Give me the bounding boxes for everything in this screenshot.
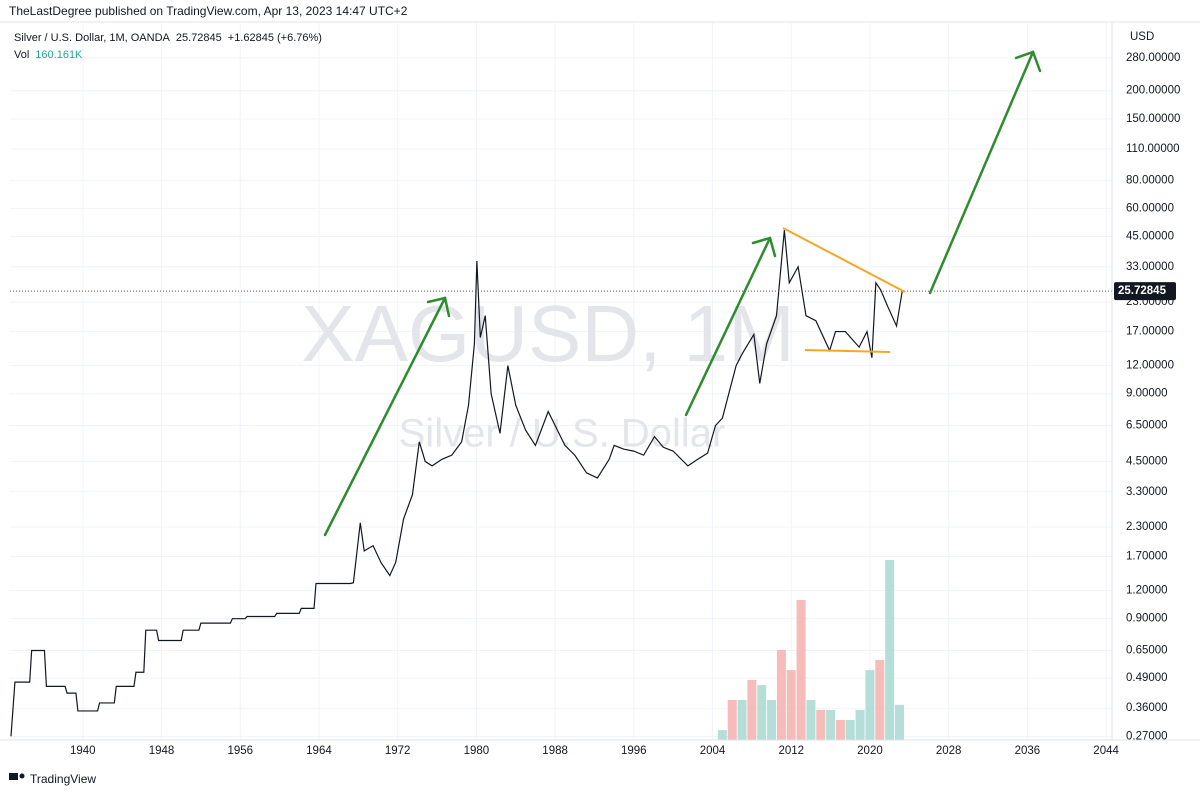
y-tick-label: 0.90000 [1126,613,1168,625]
volume-bar [894,704,904,740]
y-tick-label: 0.49000 [1126,672,1168,684]
y-tick-label: 110.00000 [1126,143,1180,155]
x-tick-label: 2012 [778,745,804,757]
arrow-head [426,296,451,318]
footer: TradingView [9,772,96,786]
legend-volume: Vol 160.161K [14,49,83,61]
x-tick-label: 2044 [1093,745,1119,757]
y-tick-label: 0.65000 [1126,645,1168,657]
x-tick-label: 1972 [385,745,411,757]
y-tick-label: 60.00000 [1126,202,1174,214]
volume-bar [865,670,875,740]
volume-bar [747,680,757,740]
volume-bar [757,685,767,740]
last-price-label: 25.72845 [1118,285,1167,297]
x-tick-label: 1956 [227,745,253,757]
x-tick-label: 2028 [936,745,962,757]
volume-bar [767,700,777,740]
axes: 280.00000 200.00000 150.00000 110.00000 80.0… [70,52,1180,757]
volume-bar [806,700,816,740]
trendlines [782,227,906,353]
x-tick-label: 2020 [857,745,883,757]
x-tick-label: 1988 [542,745,568,757]
watermark: XAGUSD, 1M [301,289,794,378]
y-tick-label: 0.36000 [1126,702,1168,714]
volume-bar [816,709,826,740]
volume-bar [835,720,845,740]
volume-bar [776,649,786,740]
arrow-head [751,236,777,258]
y-tick-label: 1.70000 [1126,551,1168,563]
arrow [323,296,447,537]
volume-bar [845,720,855,740]
trendline [804,349,891,353]
watermark-sub: Silver / U.S. Dollar [399,412,726,456]
volume-bar [826,709,836,740]
footer-text: TradingView [30,772,96,786]
x-tick-label: 2004 [700,745,726,757]
logo [9,773,18,780]
y-tick-label: 6.50000 [1126,420,1168,432]
x-tick-label: 1948 [149,745,175,757]
y-tick-label: 3.30000 [1126,486,1168,498]
y-tick-label: 17.00000 [1126,326,1174,338]
grid [10,23,1112,740]
y-tick-label: 2.30000 [1126,521,1168,533]
volume-last: 160.161K [35,49,83,61]
y-tick-label: 9.00000 [1126,388,1168,400]
header: TheLastDegree published on TradingView.c… [9,4,408,18]
x-tick-label: 2036 [1015,745,1041,757]
y-tick-label: 1.20000 [1126,585,1168,597]
plot [10,230,1112,740]
volume-bar [717,730,727,740]
y-tick-label: 4.50000 [1126,455,1168,467]
y-tick-label: 200.00000 [1126,85,1180,97]
x-tick-label: 1940 [70,745,96,757]
volume-bar [855,709,865,740]
trendline [782,227,906,293]
y-tick-label: 0.27000 [1126,730,1168,742]
y-tick-label: 150.00000 [1126,113,1180,125]
volume-bar [727,700,737,740]
x-tick-label: 1980 [464,745,490,757]
legend-change: +1.62845 (+6.76%) [228,32,322,44]
legend-symbol: Silver / U.S. Dollar, 1M, OANDA 25.72845 +… [14,32,322,44]
y-tick-label: 12.00000 [1126,360,1174,372]
price-line [10,230,903,737]
last-price-box [1114,282,1176,301]
arrow [684,236,772,417]
volume-bar [786,670,796,740]
y-tick-label: 33.00000 [1126,261,1174,273]
volume-bar [875,660,885,740]
legend-price: 25.72845 [176,32,222,44]
x-tick-label: 1964 [306,745,332,757]
y-tick-label: 80.00000 [1126,174,1174,186]
y-tick-label: 45.00000 [1126,230,1174,242]
y-axis-label: USD [1130,31,1154,43]
symbol: Silver / U.S. Dollar, 1M, OANDA [14,32,171,44]
x-tick-label: 1996 [621,745,647,757]
y-tick-label: 280.00000 [1126,52,1180,64]
volume-bar [737,700,747,740]
volume-bar [796,600,806,740]
volume-bar [885,560,895,740]
arrow [928,50,1035,295]
logo [19,773,25,779]
volume-label: Vol [14,49,29,61]
arrows [323,50,1042,537]
arrow-head [1014,50,1042,73]
